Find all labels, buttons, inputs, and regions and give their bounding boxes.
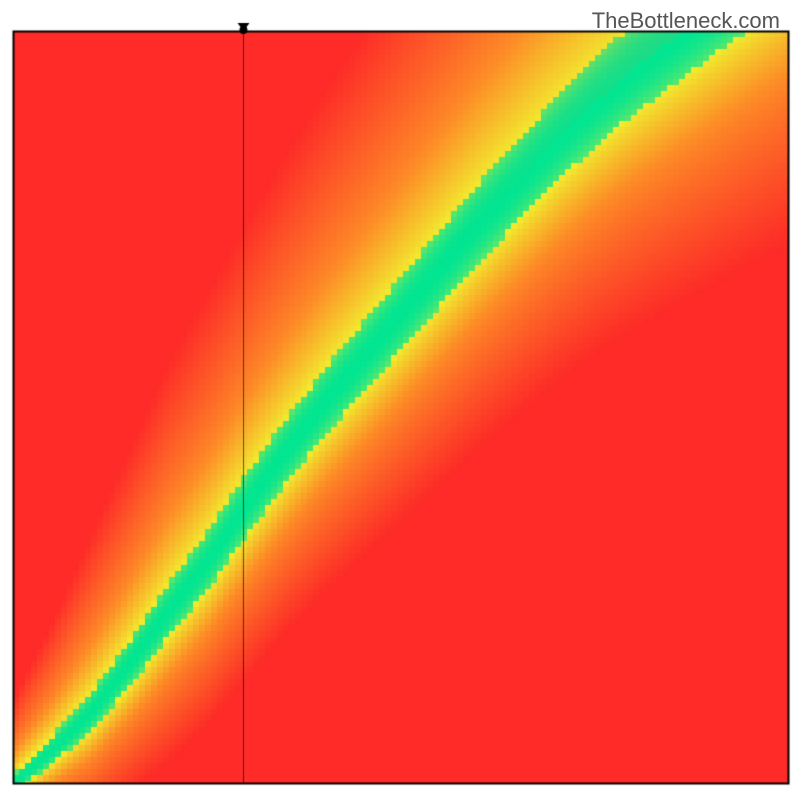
heatmap-canvas <box>0 0 800 800</box>
watermark-text: TheBottleneck.com <box>592 8 780 34</box>
bottleneck-heatmap <box>0 0 800 800</box>
